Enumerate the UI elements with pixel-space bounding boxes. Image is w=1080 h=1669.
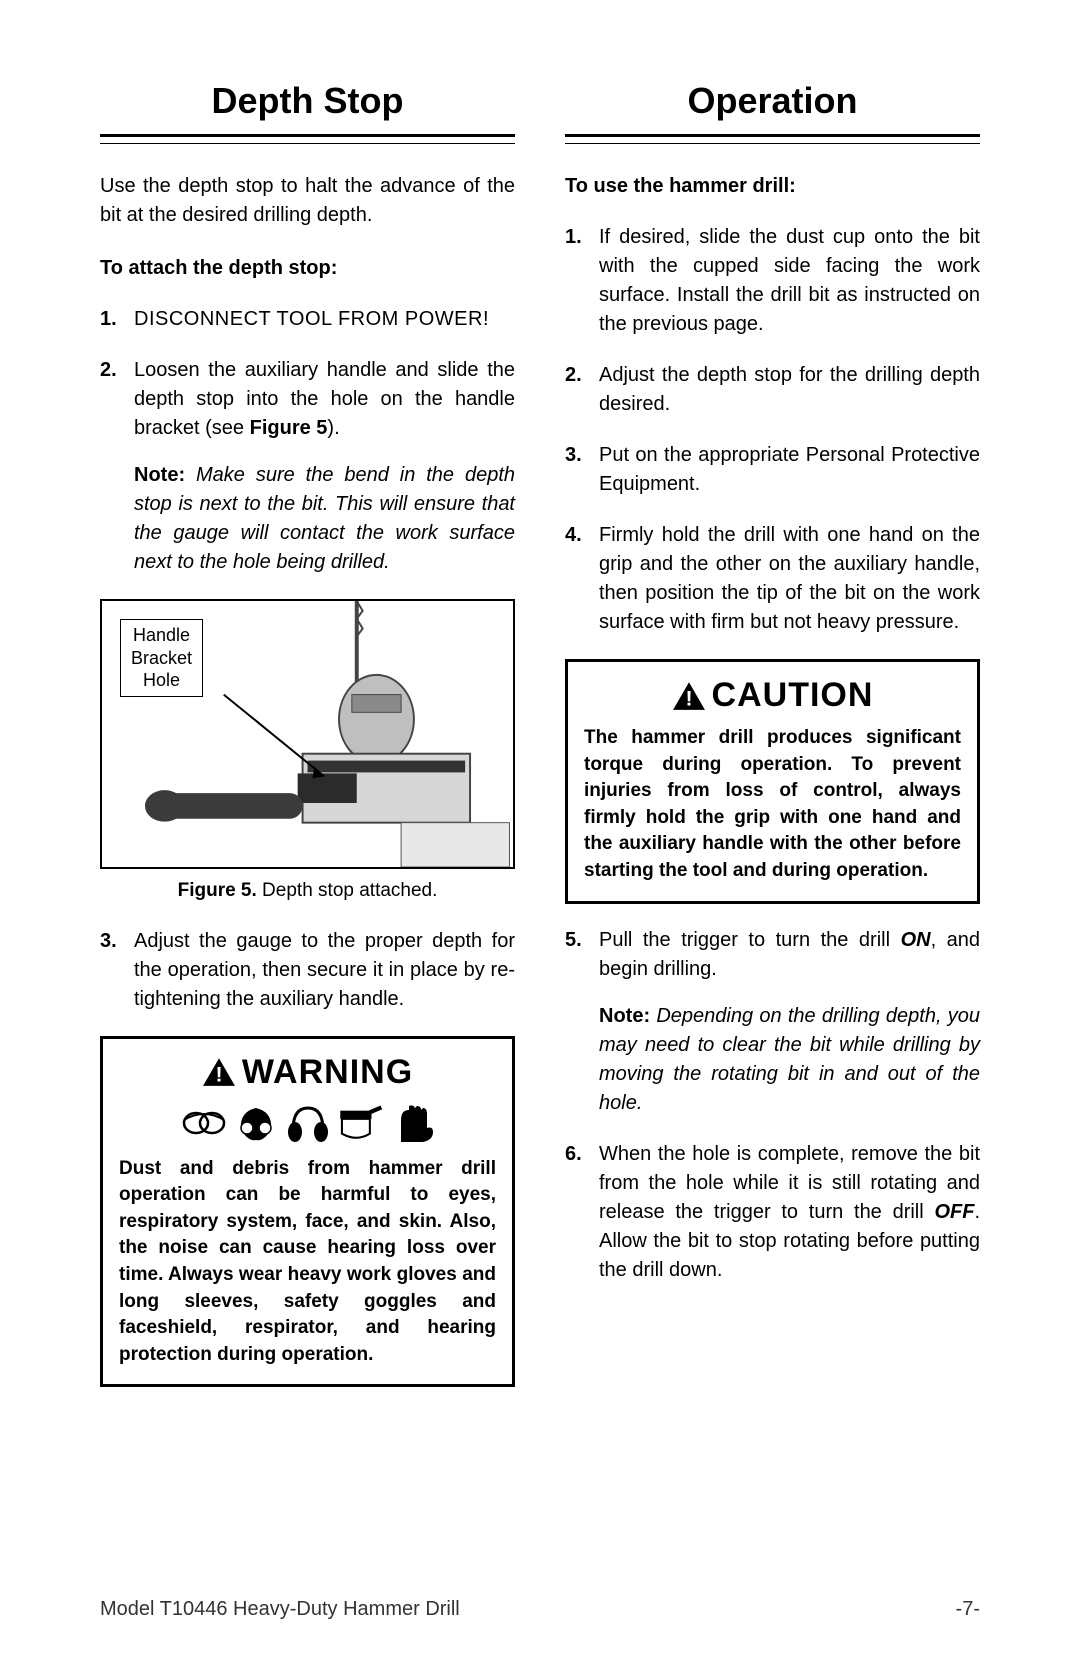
t-pre: When the hole is complete, remove the bi…	[599, 1143, 980, 1223]
right-steps: 1. If desired, slide the dust cup onto t…	[565, 223, 980, 637]
fig-cap-post: Depth stop attached.	[257, 880, 438, 901]
note-text: Depending on the drilling depth, you may…	[599, 1005, 980, 1114]
svg-text:!: !	[215, 1063, 222, 1087]
left-intro: Use the depth stop to halt the advance o…	[100, 172, 515, 230]
figure-callout: Handle Bracket Hole	[120, 619, 203, 697]
step-note: Note: Depending on the drilling depth, y…	[599, 1002, 980, 1118]
step-text: DISCONNECT TOOL FROM POWER!	[134, 305, 515, 334]
note-label: Note:	[599, 1005, 650, 1027]
step-num: 1.	[565, 223, 599, 339]
caution-word: CAUTION	[712, 676, 874, 715]
page-columns: Depth Stop Use the depth stop to halt th…	[100, 80, 980, 1387]
step-num: 2.	[565, 361, 599, 419]
step-text-post: ).	[327, 417, 339, 439]
step-num: 4.	[565, 521, 599, 637]
left-column: Depth Stop Use the depth stop to halt th…	[100, 80, 515, 1387]
footer-left: Model T10446 Heavy-Duty Hammer Drill	[100, 1598, 460, 1621]
left-steps: 1. DISCONNECT TOOL FROM POWER! 2. Loosen…	[100, 305, 515, 577]
caution-body: The hammer drill produces significant to…	[584, 725, 961, 885]
step-text: If desired, slide the dust cup onto the …	[599, 223, 980, 339]
step-body: When the hole is complete, remove the bi…	[599, 1140, 980, 1285]
page-footer: Model T10446 Heavy-Duty Hammer Drill -7-	[100, 1598, 980, 1621]
step-2: 2. Loosen the auxiliary handle and slide…	[100, 356, 515, 577]
respirator-icon	[233, 1102, 279, 1144]
rstep-2: 2. Adjust the depth stop for the drillin…	[565, 361, 980, 419]
footer-right: -7-	[956, 1598, 980, 1621]
figure-5: Handle Bracket Hole	[100, 599, 515, 869]
right-steps-2: 5. Pull the trigger to turn the drill ON…	[565, 926, 980, 1285]
step-body: Pull the trigger to turn the drill ON, a…	[599, 926, 980, 1118]
figure-ref: Figure 5	[250, 417, 328, 439]
step-3: 3. Adjust the gauge to the proper depth …	[100, 927, 515, 1014]
t-pre: Pull the trigger to turn the drill	[599, 929, 901, 951]
right-column: Operation To use the hammer drill: 1. If…	[565, 80, 980, 1387]
step-text: Adjust the depth stop for the drilling d…	[599, 361, 980, 419]
warning-word: WARNING	[242, 1053, 413, 1092]
gloves-icon	[389, 1102, 435, 1144]
svg-text:!: !	[685, 686, 692, 710]
right-title: Operation	[565, 80, 980, 122]
off-word: OFF	[934, 1201, 974, 1223]
rule-thick	[565, 134, 980, 137]
step-num: 6.	[565, 1140, 599, 1285]
on-word: ON	[901, 929, 931, 951]
step-num: 5.	[565, 926, 599, 1118]
goggles-icon	[181, 1102, 227, 1144]
left-subhead: To attach the depth stop:	[100, 254, 515, 283]
step-text: Adjust the gauge to the proper depth for…	[134, 927, 515, 1014]
warning-head: ! WARNING	[119, 1053, 496, 1092]
right-subhead: To use the hammer drill:	[565, 172, 980, 201]
step-num: 3.	[565, 441, 599, 499]
warning-body: Dust and debris from hammer drill operat…	[119, 1156, 496, 1369]
rstep-1: 1. If desired, slide the dust cup onto t…	[565, 223, 980, 339]
step-text: Put on the appropriate Personal Protecti…	[599, 441, 980, 499]
rstep-4: 4. Firmly hold the drill with one hand o…	[565, 521, 980, 637]
step-num: 3.	[100, 927, 134, 1014]
rule-thin	[565, 143, 980, 144]
rule-thick	[100, 134, 515, 137]
rstep-5: 5. Pull the trigger to turn the drill ON…	[565, 926, 980, 1118]
rstep-6: 6. When the hole is complete, remove the…	[565, 1140, 980, 1285]
caution-head: ! CAUTION	[584, 676, 961, 715]
step-num: 1.	[100, 305, 134, 334]
fig-cap-pre: Figure 5.	[178, 880, 257, 901]
warning-triangle-icon: !	[202, 1057, 236, 1087]
earmuffs-icon	[285, 1102, 331, 1144]
caution-box: ! CAUTION The hammer drill produces sign…	[565, 659, 980, 904]
caution-triangle-icon: !	[672, 681, 706, 711]
rstep-3: 3. Put on the appropriate Personal Prote…	[565, 441, 980, 499]
step-note: Note: Make sure the bend in the depth st…	[134, 461, 515, 577]
faceshield-icon	[337, 1102, 383, 1144]
callout-text: Handle Bracket Hole	[131, 624, 192, 692]
step-text: Firmly hold the drill with one hand on t…	[599, 521, 980, 637]
rule-thin	[100, 143, 515, 144]
step-1: 1. DISCONNECT TOOL FROM POWER!	[100, 305, 515, 334]
left-title: Depth Stop	[100, 80, 515, 122]
figure-caption: Figure 5. Depth stop attached.	[100, 877, 515, 905]
ppe-icons	[119, 1102, 496, 1144]
note-label: Note:	[134, 464, 185, 486]
step-body: Loosen the auxiliary handle and slide th…	[134, 356, 515, 577]
left-steps-cont: 3. Adjust the gauge to the proper depth …	[100, 927, 515, 1014]
warning-box: ! WARNING Dust and debris from hammer dr…	[100, 1036, 515, 1388]
note-text: Make sure the bend in the depth stop is …	[134, 464, 515, 573]
step-num: 2.	[100, 356, 134, 577]
